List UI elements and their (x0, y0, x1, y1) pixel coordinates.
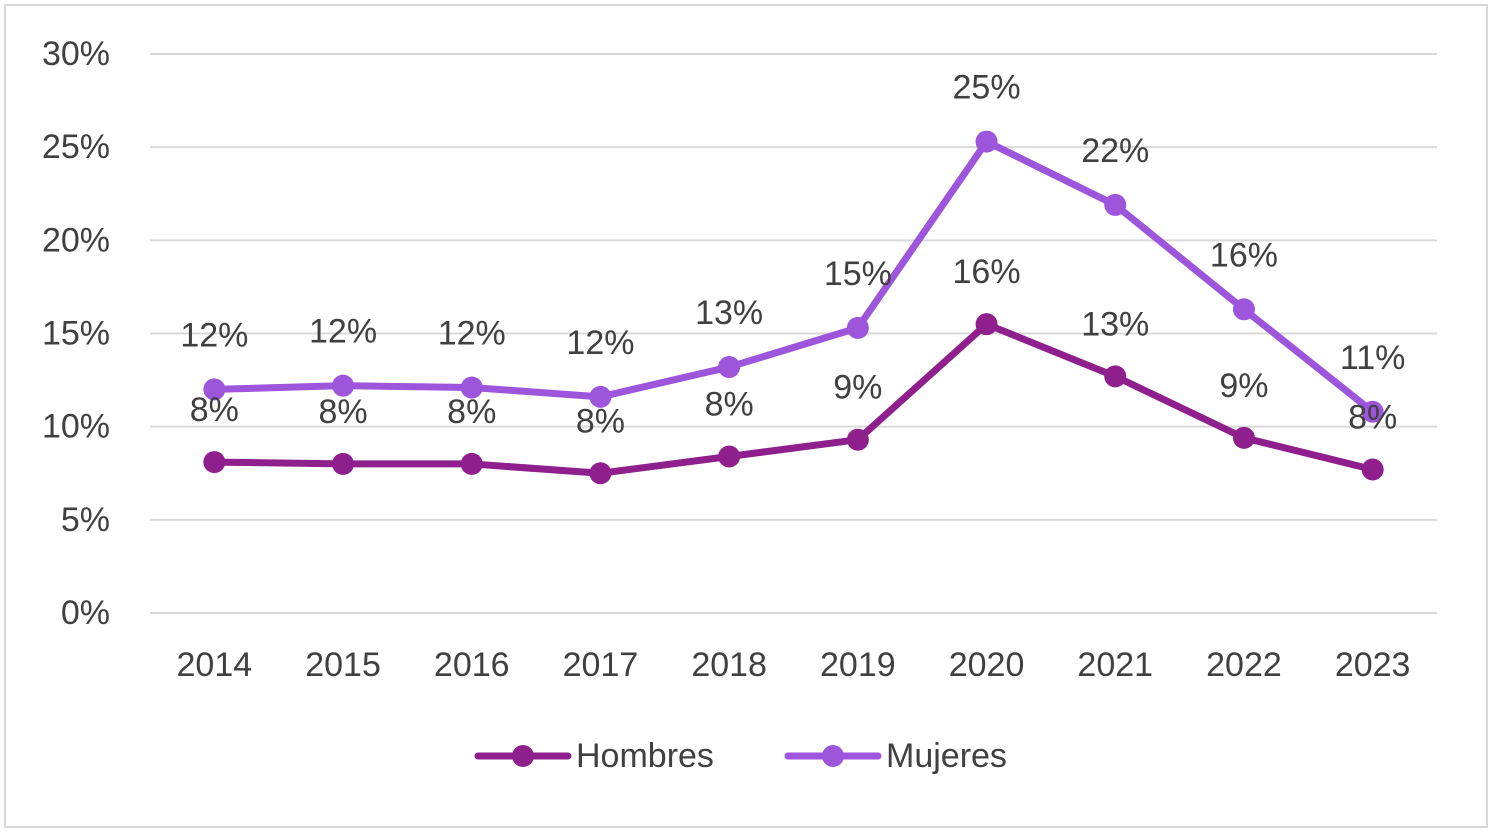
data-point (589, 385, 612, 408)
data-label: 22% (1081, 132, 1149, 170)
x-tick-label: 2022 (1206, 646, 1282, 684)
y-tick-label: 0% (61, 594, 110, 632)
x-tick-label: 2020 (949, 646, 1025, 684)
y-tick-label: 30% (42, 35, 110, 73)
data-point (460, 376, 483, 399)
x-axis-tick-labels: 2014 2015 2016 2017 2018 2019 2020 2021 2022 2023 (177, 646, 1411, 684)
data-point (1232, 426, 1255, 449)
y-tick-label: 10% (42, 408, 110, 446)
legend-item-hombres: Hombres (474, 737, 714, 775)
data-label: 8% (576, 402, 625, 440)
data-label: 9% (833, 369, 882, 407)
legend-swatch-marker (512, 745, 534, 767)
data-point (718, 445, 741, 468)
x-tick-label: 2019 (820, 646, 896, 684)
legend-label: Mujeres (886, 737, 1007, 775)
x-tick-label: 2017 (563, 646, 639, 684)
data-label: 16% (953, 253, 1021, 291)
data-labels: 8% 8% 8% 8% 8% 9% 16% 13% 9% 8% 12% 12% 12% 12% 13% 15%… (180, 69, 1405, 441)
series-line (210, 138, 1377, 416)
data-label: 11% (1340, 339, 1406, 377)
data-label: 9% (1219, 367, 1268, 405)
data-point (975, 313, 998, 336)
data-label: 8% (705, 385, 754, 423)
data-label: 16% (1210, 236, 1278, 274)
y-tick-label: 15% (42, 315, 110, 353)
x-tick-label: 2018 (691, 646, 767, 684)
data-label: 13% (695, 294, 763, 332)
data-label: 13% (1081, 305, 1149, 343)
data-point (1361, 458, 1384, 481)
data-label: 12% (566, 324, 634, 362)
chart-frame (4, 4, 1488, 828)
data-label: 8% (1348, 399, 1397, 437)
data-point (975, 130, 998, 153)
y-axis-tick-labels: 0% 5% 10% 15% 20% 25% 30% (42, 35, 110, 632)
data-label: 12% (180, 316, 248, 354)
data-point (1361, 400, 1384, 423)
data-point (460, 452, 483, 475)
data-point (1104, 365, 1127, 388)
x-tick-label: 2021 (1077, 646, 1153, 684)
data-point (1104, 193, 1127, 216)
gridlines (150, 53, 1437, 614)
data-point (1232, 298, 1255, 321)
data-point (589, 462, 612, 485)
legend-label: Hombres (576, 737, 714, 775)
data-label: 12% (309, 313, 377, 351)
series-lines (203, 130, 1384, 485)
series-mujeres (203, 130, 1384, 423)
data-label: 8% (190, 391, 239, 429)
data-point (332, 374, 355, 397)
x-tick-label: 2015 (305, 646, 381, 684)
data-label: 8% (318, 393, 367, 431)
data-label: 12% (438, 315, 506, 353)
x-tick-label: 2014 (177, 646, 253, 684)
data-point (203, 378, 226, 401)
legend: Hombres Mujeres (474, 737, 1007, 775)
data-point (203, 451, 226, 474)
legend-swatch-marker (822, 745, 844, 767)
data-point (846, 428, 869, 451)
series-line (210, 320, 1377, 477)
data-label: 25% (953, 69, 1021, 107)
y-tick-label: 25% (42, 128, 110, 166)
x-tick-label: 2023 (1335, 646, 1411, 684)
data-point (846, 316, 869, 339)
data-label: 8% (447, 393, 496, 431)
y-tick-label: 5% (61, 501, 110, 539)
series-hombres (203, 313, 1384, 485)
data-label: 15% (824, 255, 892, 293)
x-tick-label: 2016 (434, 646, 510, 684)
data-point (718, 356, 741, 379)
y-tick-label: 20% (42, 221, 110, 259)
legend-item-mujeres: Mujeres (784, 737, 1007, 775)
data-point (332, 452, 355, 475)
